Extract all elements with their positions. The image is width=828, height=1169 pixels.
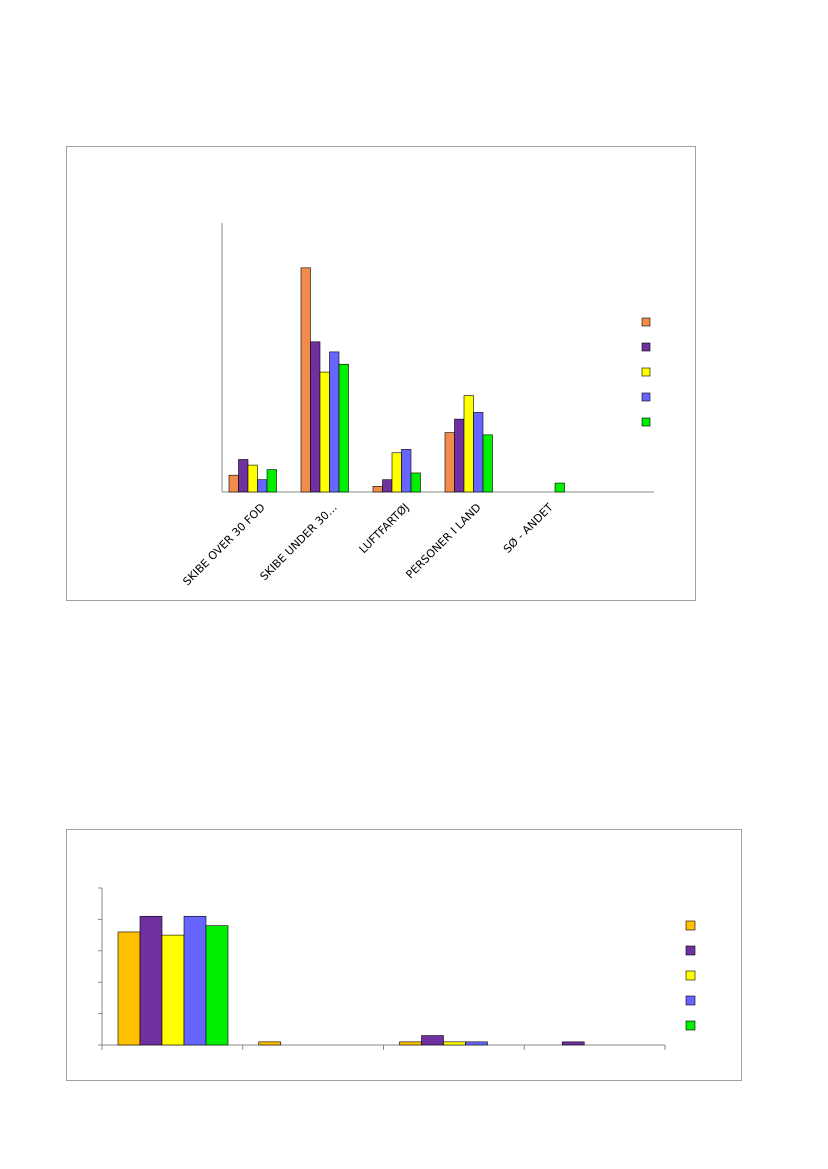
chart-1-category-label: PERSONER I LAND (403, 501, 483, 581)
chart-1-bar (554, 482, 565, 493)
chart-2-bar (205, 925, 229, 1046)
chart-1-bar (391, 452, 402, 493)
chart-1-bar (338, 363, 349, 493)
chart-1-bar (257, 479, 268, 493)
chart-2-bar (561, 1041, 585, 1046)
chart-1-bar (444, 432, 455, 493)
chart-1-bar (463, 395, 474, 493)
chart-1-legend-swatch (641, 367, 651, 377)
chart-1-bar (300, 267, 311, 493)
chart-1-bar (454, 418, 465, 493)
chart-1-bar (329, 351, 340, 493)
chart-2-bar (161, 934, 185, 1046)
chart-1-bar (372, 486, 383, 493)
chart-2-legend-swatch (685, 970, 696, 981)
chart-2-bar (443, 1041, 466, 1046)
chart-1-category-label: SØ - ANDET (501, 501, 556, 556)
chart-2-bar (258, 1041, 282, 1046)
chart-1-category-label: SKIBE OVER 30 FOD (180, 501, 267, 588)
chart-1-bar (319, 371, 330, 493)
chart-1-legend-swatch (641, 317, 651, 327)
chart-1-bar (266, 469, 277, 493)
chart-1-bar (247, 464, 258, 493)
chart-1-bar (401, 449, 412, 493)
chart-1-legend-swatch (641, 417, 651, 427)
chart-1-bar (228, 474, 239, 493)
chart-1-bar (238, 459, 249, 493)
chart-1-bar (310, 341, 321, 493)
chart-2-bar (465, 1041, 488, 1046)
chart-1-frame (66, 146, 696, 601)
chart-1-bar (482, 434, 493, 493)
chart-2-legend-swatch (685, 920, 696, 931)
chart-2-legend-swatch (685, 1020, 696, 1031)
chart-1-bar (473, 412, 484, 493)
chart-1-bar (382, 479, 393, 493)
chart-2-bar (139, 915, 163, 1046)
chart-1-legend-swatch (641, 342, 651, 352)
chart-1-bar (410, 472, 421, 493)
chart-2-bar (117, 931, 141, 1046)
chart-1-category-label: SKIBE UNDER 30… (257, 501, 339, 583)
chart-1-legend-swatch (641, 392, 651, 402)
chart-2-legend-swatch (685, 945, 696, 956)
chart-2-bar (421, 1035, 444, 1046)
chart-2-bar (399, 1041, 422, 1046)
chart-2-legend-swatch (685, 995, 696, 1006)
chart-2-bar (183, 915, 207, 1046)
chart-1-category-label: LUFTFARTØJ (357, 501, 412, 556)
